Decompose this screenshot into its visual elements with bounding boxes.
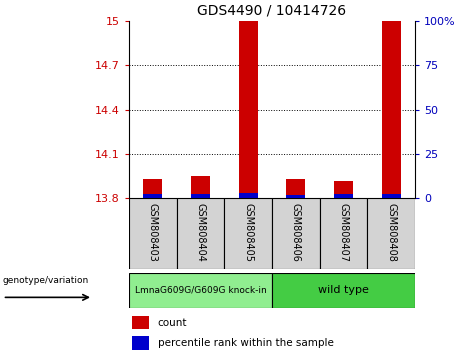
Bar (334, 194, 353, 198)
Bar (225, 198, 272, 269)
Bar (129, 273, 272, 308)
Text: GSM808405: GSM808405 (243, 203, 253, 262)
Title: GDS4490 / 10414726: GDS4490 / 10414726 (197, 3, 347, 17)
Bar (367, 198, 415, 269)
Bar (272, 273, 415, 308)
Bar (382, 21, 401, 198)
Text: count: count (158, 318, 187, 327)
Text: GSM808404: GSM808404 (195, 203, 206, 262)
Bar (382, 194, 401, 198)
Bar (286, 179, 305, 198)
Bar (239, 193, 258, 198)
Text: GSM808408: GSM808408 (386, 203, 396, 262)
Bar (239, 21, 258, 198)
Bar (132, 336, 149, 350)
Bar (286, 195, 305, 198)
Text: percentile rank within the sample: percentile rank within the sample (158, 338, 334, 348)
Text: genotype/variation: genotype/variation (3, 276, 89, 285)
Bar (191, 194, 210, 198)
Text: LmnaG609G/G609G knock-in: LmnaG609G/G609G knock-in (135, 286, 266, 295)
Bar (143, 179, 162, 198)
Bar (191, 176, 210, 198)
Bar (132, 316, 149, 329)
Bar (319, 198, 367, 269)
Bar (129, 198, 177, 269)
Text: wild type: wild type (318, 285, 369, 295)
Bar (272, 198, 319, 269)
Bar (143, 194, 162, 198)
Bar (177, 198, 225, 269)
Bar (334, 181, 353, 198)
Text: GSM808406: GSM808406 (291, 203, 301, 262)
Text: GSM808403: GSM808403 (148, 203, 158, 262)
Text: GSM808407: GSM808407 (338, 203, 349, 262)
